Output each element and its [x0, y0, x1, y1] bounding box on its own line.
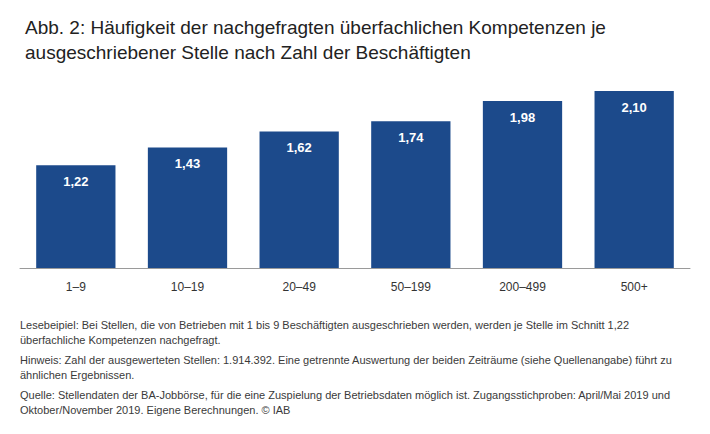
svg-text:10–19: 10–19 [171, 280, 205, 294]
html-text:Lesebeipiel: Bei Stellen, die: Lesebeipiel: Bei Stellen, die von Betrie… [20, 319, 629, 346]
svg-text:20–49: 20–49 [282, 280, 316, 294]
svg-text:1,98: 1,98 [510, 110, 535, 125]
svg-text:1,43: 1,43 [175, 156, 200, 171]
svg-text:1,22: 1,22 [63, 174, 88, 189]
html-text:Quelle: Stellendaten der BA-Jo: Quelle: Stellendaten der BA-Jobbörse, fü… [20, 389, 670, 416]
svg-text:50–199: 50–199 [391, 280, 431, 294]
svg-text:2,10: 2,10 [622, 100, 647, 115]
svg-text:1–9: 1–9 [66, 280, 86, 294]
svg-text:500+: 500+ [621, 280, 648, 294]
svg-text:1,74: 1,74 [398, 130, 424, 145]
html-text:Hinweis: Zahl der ausgewertete: Hinweis: Zahl der ausgewerteten Stellen:… [20, 354, 672, 381]
svg-text:200–499: 200–499 [499, 280, 546, 294]
svg-text:Abb. 2: Häufigkeit der nachgef: Abb. 2: Häufigkeit der nachgefragten übe… [25, 17, 611, 38]
svg-text:1,62: 1,62 [287, 140, 312, 155]
svg-text:ausgeschriebener Stelle nach Z: ausgeschriebener Stelle nach Zahl der Be… [25, 42, 471, 63]
